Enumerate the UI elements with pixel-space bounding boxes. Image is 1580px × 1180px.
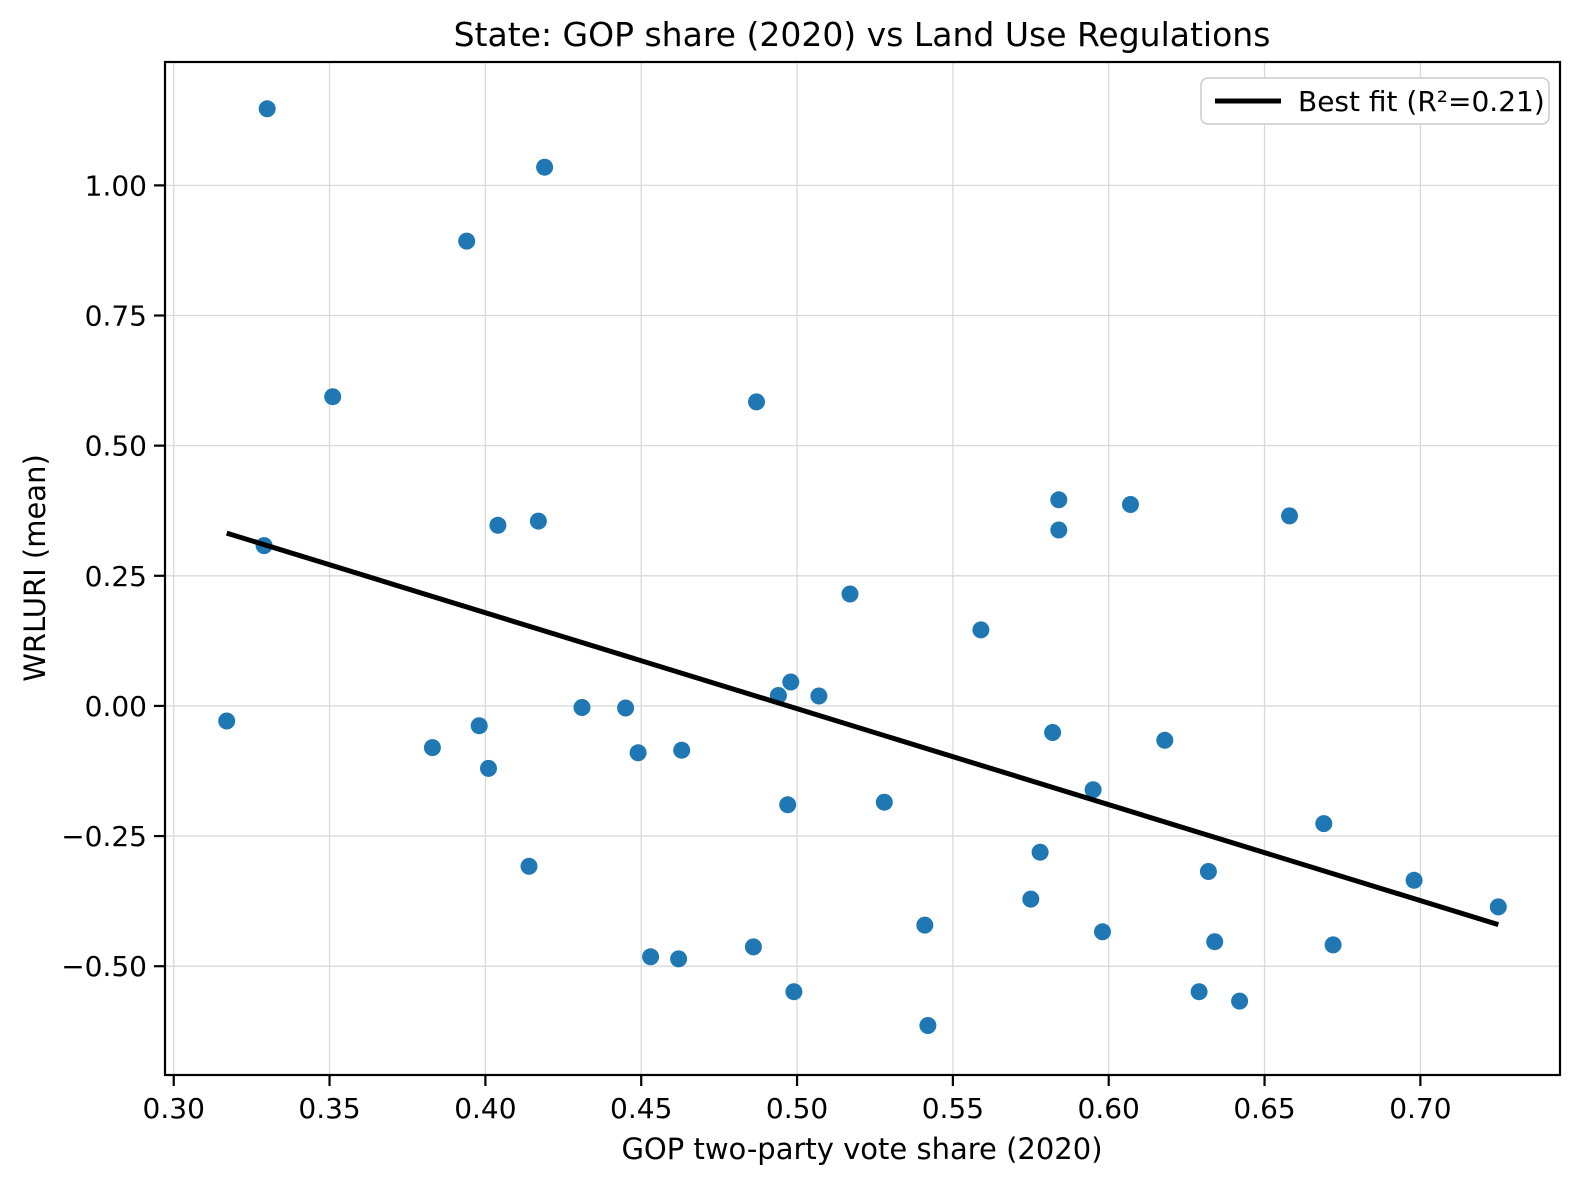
data-point <box>810 687 828 705</box>
data-point <box>1405 871 1423 889</box>
data-point <box>489 516 507 534</box>
data-point <box>629 744 647 762</box>
data-point <box>670 950 688 968</box>
x-tick-label: 0.70 <box>1389 1092 1451 1125</box>
data-point <box>1190 983 1208 1001</box>
data-point <box>617 699 635 717</box>
x-tick-label: 0.65 <box>1233 1092 1295 1125</box>
data-point <box>218 712 236 730</box>
data-point <box>919 1017 937 1034</box>
data-point <box>1050 491 1068 509</box>
y-tick-label: 0.25 <box>85 560 147 593</box>
x-tick-label: 0.50 <box>766 1092 828 1125</box>
data-point <box>744 938 762 956</box>
data-point <box>1044 724 1062 741</box>
data-point <box>782 673 800 691</box>
legend: Best fit (R²=0.21) <box>1200 77 1550 125</box>
data-point <box>1324 936 1342 954</box>
data-point <box>529 512 547 530</box>
data-point <box>520 857 538 875</box>
x-tick-label: 0.35 <box>298 1092 360 1125</box>
scatter-points <box>218 100 1507 1034</box>
data-point <box>1281 507 1298 525</box>
legend-label: Best fit (R²=0.21) <box>1298 85 1545 118</box>
data-point <box>1315 815 1333 833</box>
data-point <box>324 388 342 406</box>
data-point <box>536 158 554 176</box>
data-point <box>480 759 497 777</box>
y-tick-label: 0.50 <box>85 430 147 463</box>
data-point <box>1022 890 1040 908</box>
y-tick-label: −0.50 <box>61 950 147 983</box>
data-point <box>470 717 488 735</box>
y-axis-label: WRLURI (mean) <box>18 454 52 682</box>
y-tick-label: −0.25 <box>61 820 147 853</box>
data-point <box>1206 933 1224 951</box>
y-tick-label: 0.75 <box>85 300 147 333</box>
data-point <box>458 232 476 250</box>
best-fit-line <box>225 530 1500 927</box>
x-tick-label: 0.55 <box>922 1092 984 1125</box>
axis-ticks: 0.30 0.35 0.40 0.45 0.50 0.55 0.60 0.65 0.70 −0.5… <box>61 169 1451 1125</box>
data-point <box>1489 898 1507 916</box>
data-point <box>1156 731 1174 749</box>
x-tick-label: 0.60 <box>1078 1092 1140 1125</box>
gridlines <box>165 62 1560 1075</box>
data-point <box>779 796 797 814</box>
data-point <box>785 983 803 1001</box>
data-point <box>875 793 893 811</box>
x-tick-label: 0.40 <box>454 1092 516 1125</box>
data-point <box>423 739 441 757</box>
data-point <box>972 621 990 639</box>
chart-title: State: GOP share (2020) vs Land Use Regu… <box>454 15 1271 54</box>
data-point <box>1084 781 1102 799</box>
data-point <box>1031 843 1049 861</box>
data-point <box>1231 992 1249 1010</box>
plot-border <box>163 60 1562 1077</box>
data-point <box>642 948 660 966</box>
x-axis-label: GOP two-party vote share (2020) <box>621 1132 1102 1166</box>
data-point <box>916 916 934 934</box>
y-tick-label: 0.00 <box>85 690 147 723</box>
data-point <box>1050 521 1068 539</box>
data-point <box>841 585 859 603</box>
data-point <box>1122 496 1139 513</box>
legend-box <box>1200 77 1550 125</box>
data-point <box>1199 863 1217 880</box>
y-tick-label: 1.00 <box>85 169 147 202</box>
x-tick-label: 0.45 <box>610 1092 672 1125</box>
data-point <box>1094 923 1111 941</box>
data-point <box>258 100 276 118</box>
x-tick-label: 0.30 <box>143 1092 205 1125</box>
data-point <box>673 741 691 759</box>
data-point <box>748 393 765 411</box>
data-point <box>573 699 591 716</box>
